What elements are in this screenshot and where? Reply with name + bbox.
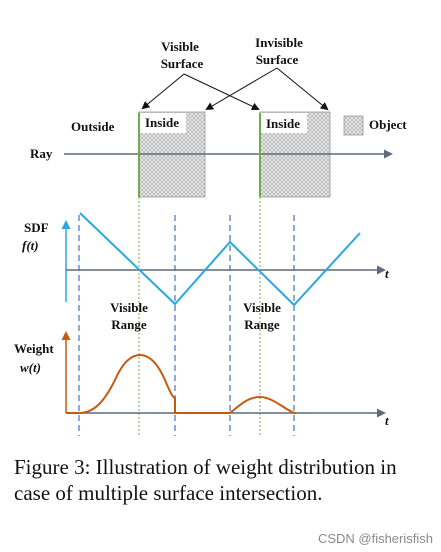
visible-surface-label-line1: Visible [161, 39, 199, 54]
visible-surface-label-line2: Surface [161, 56, 204, 71]
weight-distribution-diagram: Visible Surface Invisible Surface Outsid… [14, 35, 407, 436]
visible-surface-arrow-right [183, 73, 260, 111]
invisible-surface-label-line2: Surface [256, 52, 299, 67]
inside-label-bg-b [261, 113, 307, 133]
figure-caption: Figure 3: Illustration of weight distrib… [14, 455, 397, 505]
visible-surface-arrow-left [141, 73, 185, 110]
object-legend-swatch [343, 115, 364, 136]
weight-curve [66, 353, 296, 414]
sdf-t-axis-label: t [385, 266, 389, 281]
visible-range-b-line2: Range [244, 317, 280, 332]
sdf-curve [79, 212, 361, 307]
weight-label: Weight [14, 341, 54, 356]
weight-t-axis-label: t [385, 413, 389, 428]
inside-label-bg-a [140, 113, 186, 133]
invisible-surface-arrow-left [205, 67, 278, 111]
object-legend-label: Object [369, 117, 407, 132]
visible-range-b-line1: Visible [243, 300, 281, 315]
inside-label-a: Inside [145, 115, 179, 130]
inside-label-b: Inside [266, 116, 300, 131]
invisible-surface-label-line1: Invisible [255, 35, 303, 50]
weight-function-label: w(t) [20, 360, 41, 375]
invisible-surface-arrow-right [276, 67, 329, 111]
ray-label: Ray [30, 146, 53, 161]
sdf-label: SDF [24, 220, 49, 235]
csdn-watermark: CSDN @fisherisfish [317, 531, 433, 546]
visible-range-a-line2: Range [111, 317, 147, 332]
visible-range-a-line1: Visible [110, 300, 148, 315]
outside-label: Outside [71, 119, 115, 134]
sdf-function-label: f(t) [22, 238, 39, 253]
